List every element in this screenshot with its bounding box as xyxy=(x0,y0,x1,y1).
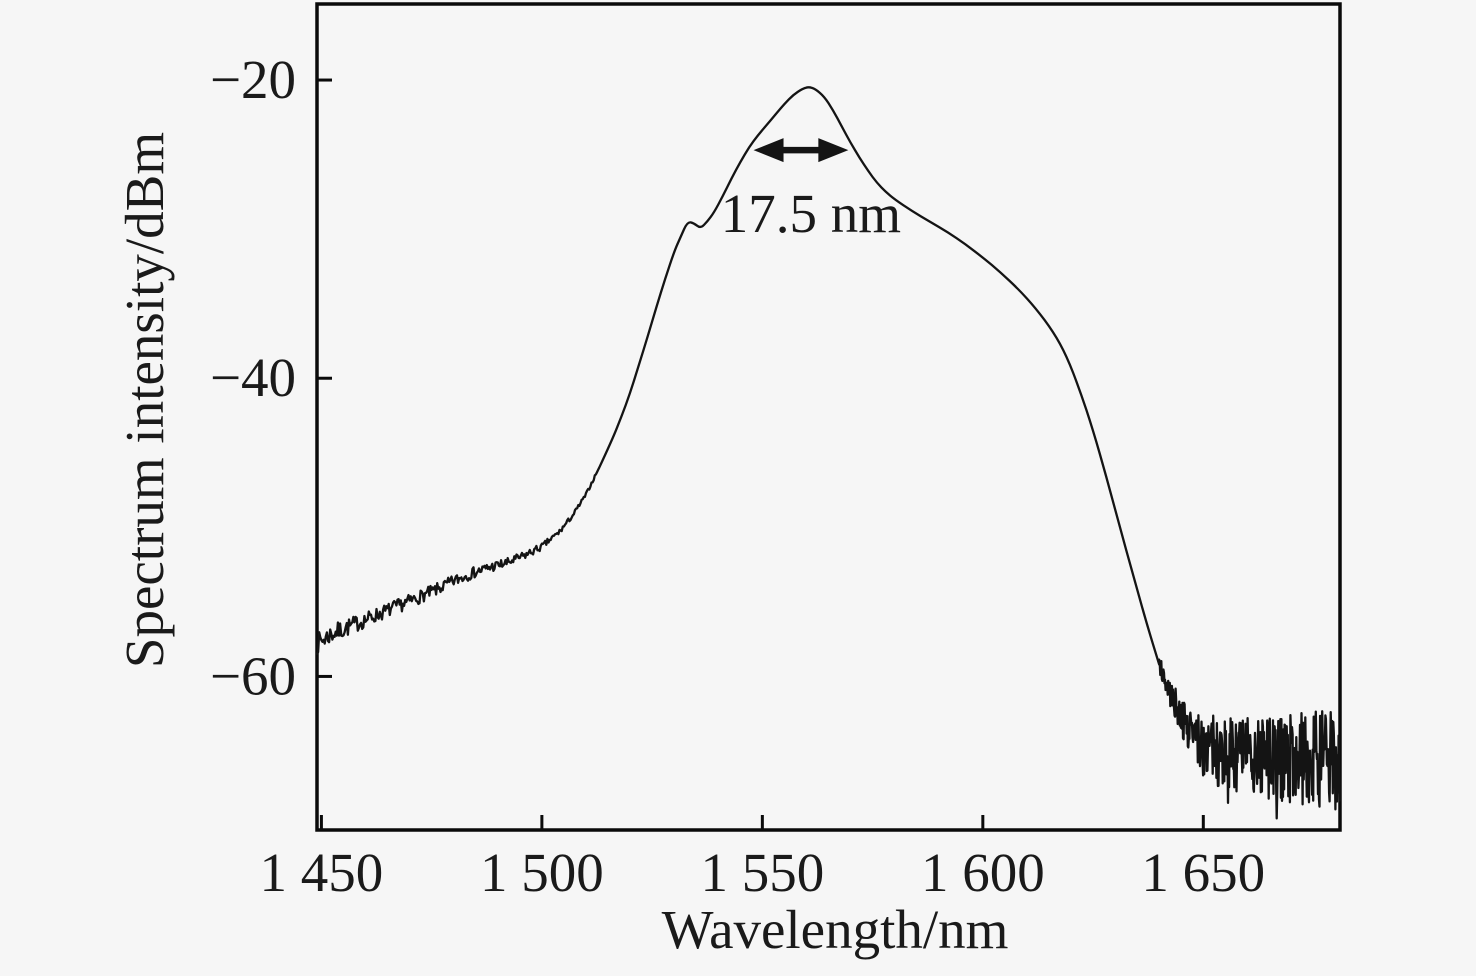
x-tick-label: 1 600 xyxy=(921,842,1045,903)
x-tick-label: 1 500 xyxy=(480,842,604,903)
x-tick-label: 1 650 xyxy=(1141,842,1265,903)
bandwidth-arrow xyxy=(753,138,849,163)
y-tick-label: −60 xyxy=(210,645,296,706)
y-axis-label: Spectrum intensity/dBm xyxy=(114,132,175,668)
spectrum-curve xyxy=(315,86,1341,820)
arrow-head-right-icon xyxy=(818,138,849,163)
x-axis-ticks: 1 450 1 500 1 550 1 600 1 650 xyxy=(260,815,1265,903)
x-tick-label: 1 550 xyxy=(700,842,824,903)
y-tick-label: −20 xyxy=(210,49,296,110)
annotation-label: 17.5 nm xyxy=(721,183,901,244)
y-axis-ticks: −20 −40 −60 xyxy=(210,49,332,706)
arrow-head-left-icon xyxy=(753,138,784,163)
y-tick-label: −40 xyxy=(210,347,296,408)
plot-frame xyxy=(315,2,1342,832)
x-axis-label: Wavelength/nm xyxy=(662,899,1009,960)
x-tick-label: 1 450 xyxy=(260,842,384,903)
